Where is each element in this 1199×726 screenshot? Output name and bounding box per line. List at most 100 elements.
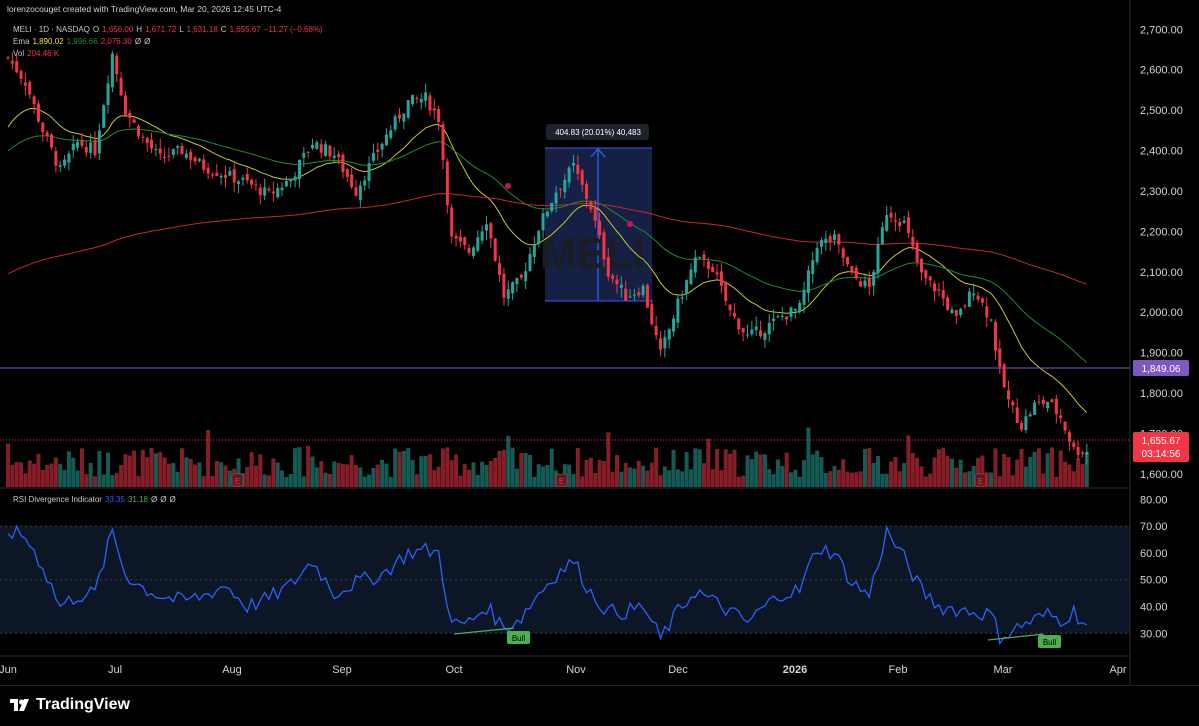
volume-bar	[636, 460, 641, 487]
earnings-marker[interactable]: E	[231, 473, 244, 487]
volume-bar	[823, 472, 828, 487]
volume-bar	[123, 454, 128, 487]
symbol-watermark: MELI	[540, 229, 645, 278]
price-tick-label: 1,800.00	[1140, 388, 1183, 400]
candle-body	[1033, 402, 1037, 415]
time-tick-label: Feb	[889, 664, 908, 676]
volume-bar	[675, 469, 680, 487]
volume-bar	[45, 464, 50, 487]
volume-bar	[288, 474, 293, 487]
candle-body	[80, 140, 84, 146]
candle-body	[289, 178, 293, 182]
candle-body	[628, 296, 632, 298]
candle-body	[567, 167, 571, 183]
volume-bar	[545, 465, 550, 487]
ema-legend[interactable]: Ema 1,890.02 1,996.66 2,076.30 Ø Ø	[13, 36, 153, 47]
volume-bar	[49, 463, 54, 487]
candle-body	[933, 283, 937, 292]
candle-body	[541, 213, 545, 231]
volume-bar	[414, 474, 419, 487]
candle-body	[6, 57, 10, 59]
volume-bar	[819, 457, 824, 487]
ema-line-20	[7, 107, 1088, 413]
candle-body	[15, 61, 19, 73]
volume-bar	[749, 459, 754, 487]
candle-body	[115, 55, 119, 75]
volume-bar	[493, 457, 498, 487]
candle-body	[350, 174, 354, 188]
candle-body	[1050, 399, 1054, 403]
rsi-legend[interactable]: RSI Divergence Indicator 33.35 31.18 Ø Ø Ø	[13, 494, 179, 505]
ema-label: Ema	[13, 37, 30, 46]
time-axis[interactable]: Jun Jul Aug Sep Oct Nov Dec 2026 Feb Mar Apr	[0, 664, 1127, 676]
volume-bar	[340, 464, 345, 487]
tradingview-logo[interactable]: TradingView	[10, 696, 130, 714]
candle-body	[476, 237, 480, 251]
volume-bar	[1076, 458, 1081, 487]
volume-bar	[158, 452, 163, 487]
candle-body	[506, 289, 510, 299]
candle-body	[445, 161, 449, 206]
footer: TradingView	[0, 685, 1199, 726]
earnings-marker[interactable]: E	[974, 473, 987, 487]
high-label: H	[136, 25, 143, 34]
volume-bar	[384, 463, 389, 487]
volume-bar	[902, 462, 907, 487]
candle-body	[371, 152, 375, 161]
volume-bar	[79, 448, 84, 487]
volume-bar	[388, 476, 393, 487]
volume-bar	[963, 472, 967, 487]
volume-bar	[471, 462, 476, 487]
ema-cross-dot	[627, 221, 633, 227]
volume-bar	[1036, 448, 1041, 487]
volume-bar	[658, 475, 663, 487]
time-tick-label: 2026	[783, 664, 807, 676]
chart-canvas[interactable]: MELI 404.83 (20.01%) 40,483 Bull Bull E …	[0, 0, 1199, 685]
svg-text:Bull: Bull	[512, 634, 526, 643]
volume-bar	[175, 471, 180, 487]
candle-body	[763, 333, 767, 341]
svg-text:E: E	[559, 477, 564, 486]
rsi-axis[interactable]: 80.00 70.00 60.00 50.00 40.00 30.00	[1140, 494, 1168, 640]
candle-body	[141, 136, 145, 138]
symbol-info[interactable]: MELI · 1D · NASDAQ	[13, 25, 90, 34]
volume-bar	[1028, 456, 1033, 487]
earnings-marker[interactable]: E	[555, 473, 568, 487]
candle-body	[537, 230, 541, 244]
rsi-tick-label: 80.00	[1140, 494, 1168, 506]
time-tick-label: Dec	[668, 664, 688, 676]
volume-bar	[806, 427, 811, 487]
volume-bar	[523, 452, 528, 487]
candle-body	[110, 53, 114, 88]
candle-body	[463, 237, 467, 246]
volume-bar	[88, 462, 93, 487]
candle-body	[746, 334, 749, 336]
candle-body	[776, 316, 780, 318]
volume-bar	[780, 466, 785, 487]
candle-body	[954, 310, 958, 316]
volume-bar	[127, 455, 132, 487]
price-axis[interactable]: 2,700.00 2,600.00 2,500.00 2,400.00 2,300.00…	[1140, 24, 1183, 481]
candle-body	[950, 309, 954, 314]
candle-body	[280, 187, 284, 191]
volume-bar	[976, 457, 981, 487]
candle-body	[685, 280, 689, 294]
volume-bar	[319, 461, 324, 487]
candle-body	[384, 134, 388, 146]
candle-body	[363, 180, 367, 186]
volume-bar	[528, 455, 532, 487]
candle-body	[737, 318, 741, 330]
ohlc-legend[interactable]: MELI · 1D · NASDAQ O 1,656.00 H 1,671.72 L 1,6…	[13, 24, 326, 35]
volume-bar	[367, 474, 372, 487]
candle-body	[545, 211, 549, 217]
candle-body	[502, 273, 506, 298]
volume-bar	[180, 448, 184, 487]
volume-bar	[876, 456, 880, 487]
volume-bar	[1041, 473, 1046, 487]
candle-body	[184, 153, 188, 158]
candle-body	[611, 275, 615, 279]
volume-legend[interactable]: Vol 204.46 K	[13, 48, 62, 59]
candle-body	[515, 278, 519, 285]
candle-body	[424, 92, 428, 101]
candle-body	[50, 134, 53, 148]
